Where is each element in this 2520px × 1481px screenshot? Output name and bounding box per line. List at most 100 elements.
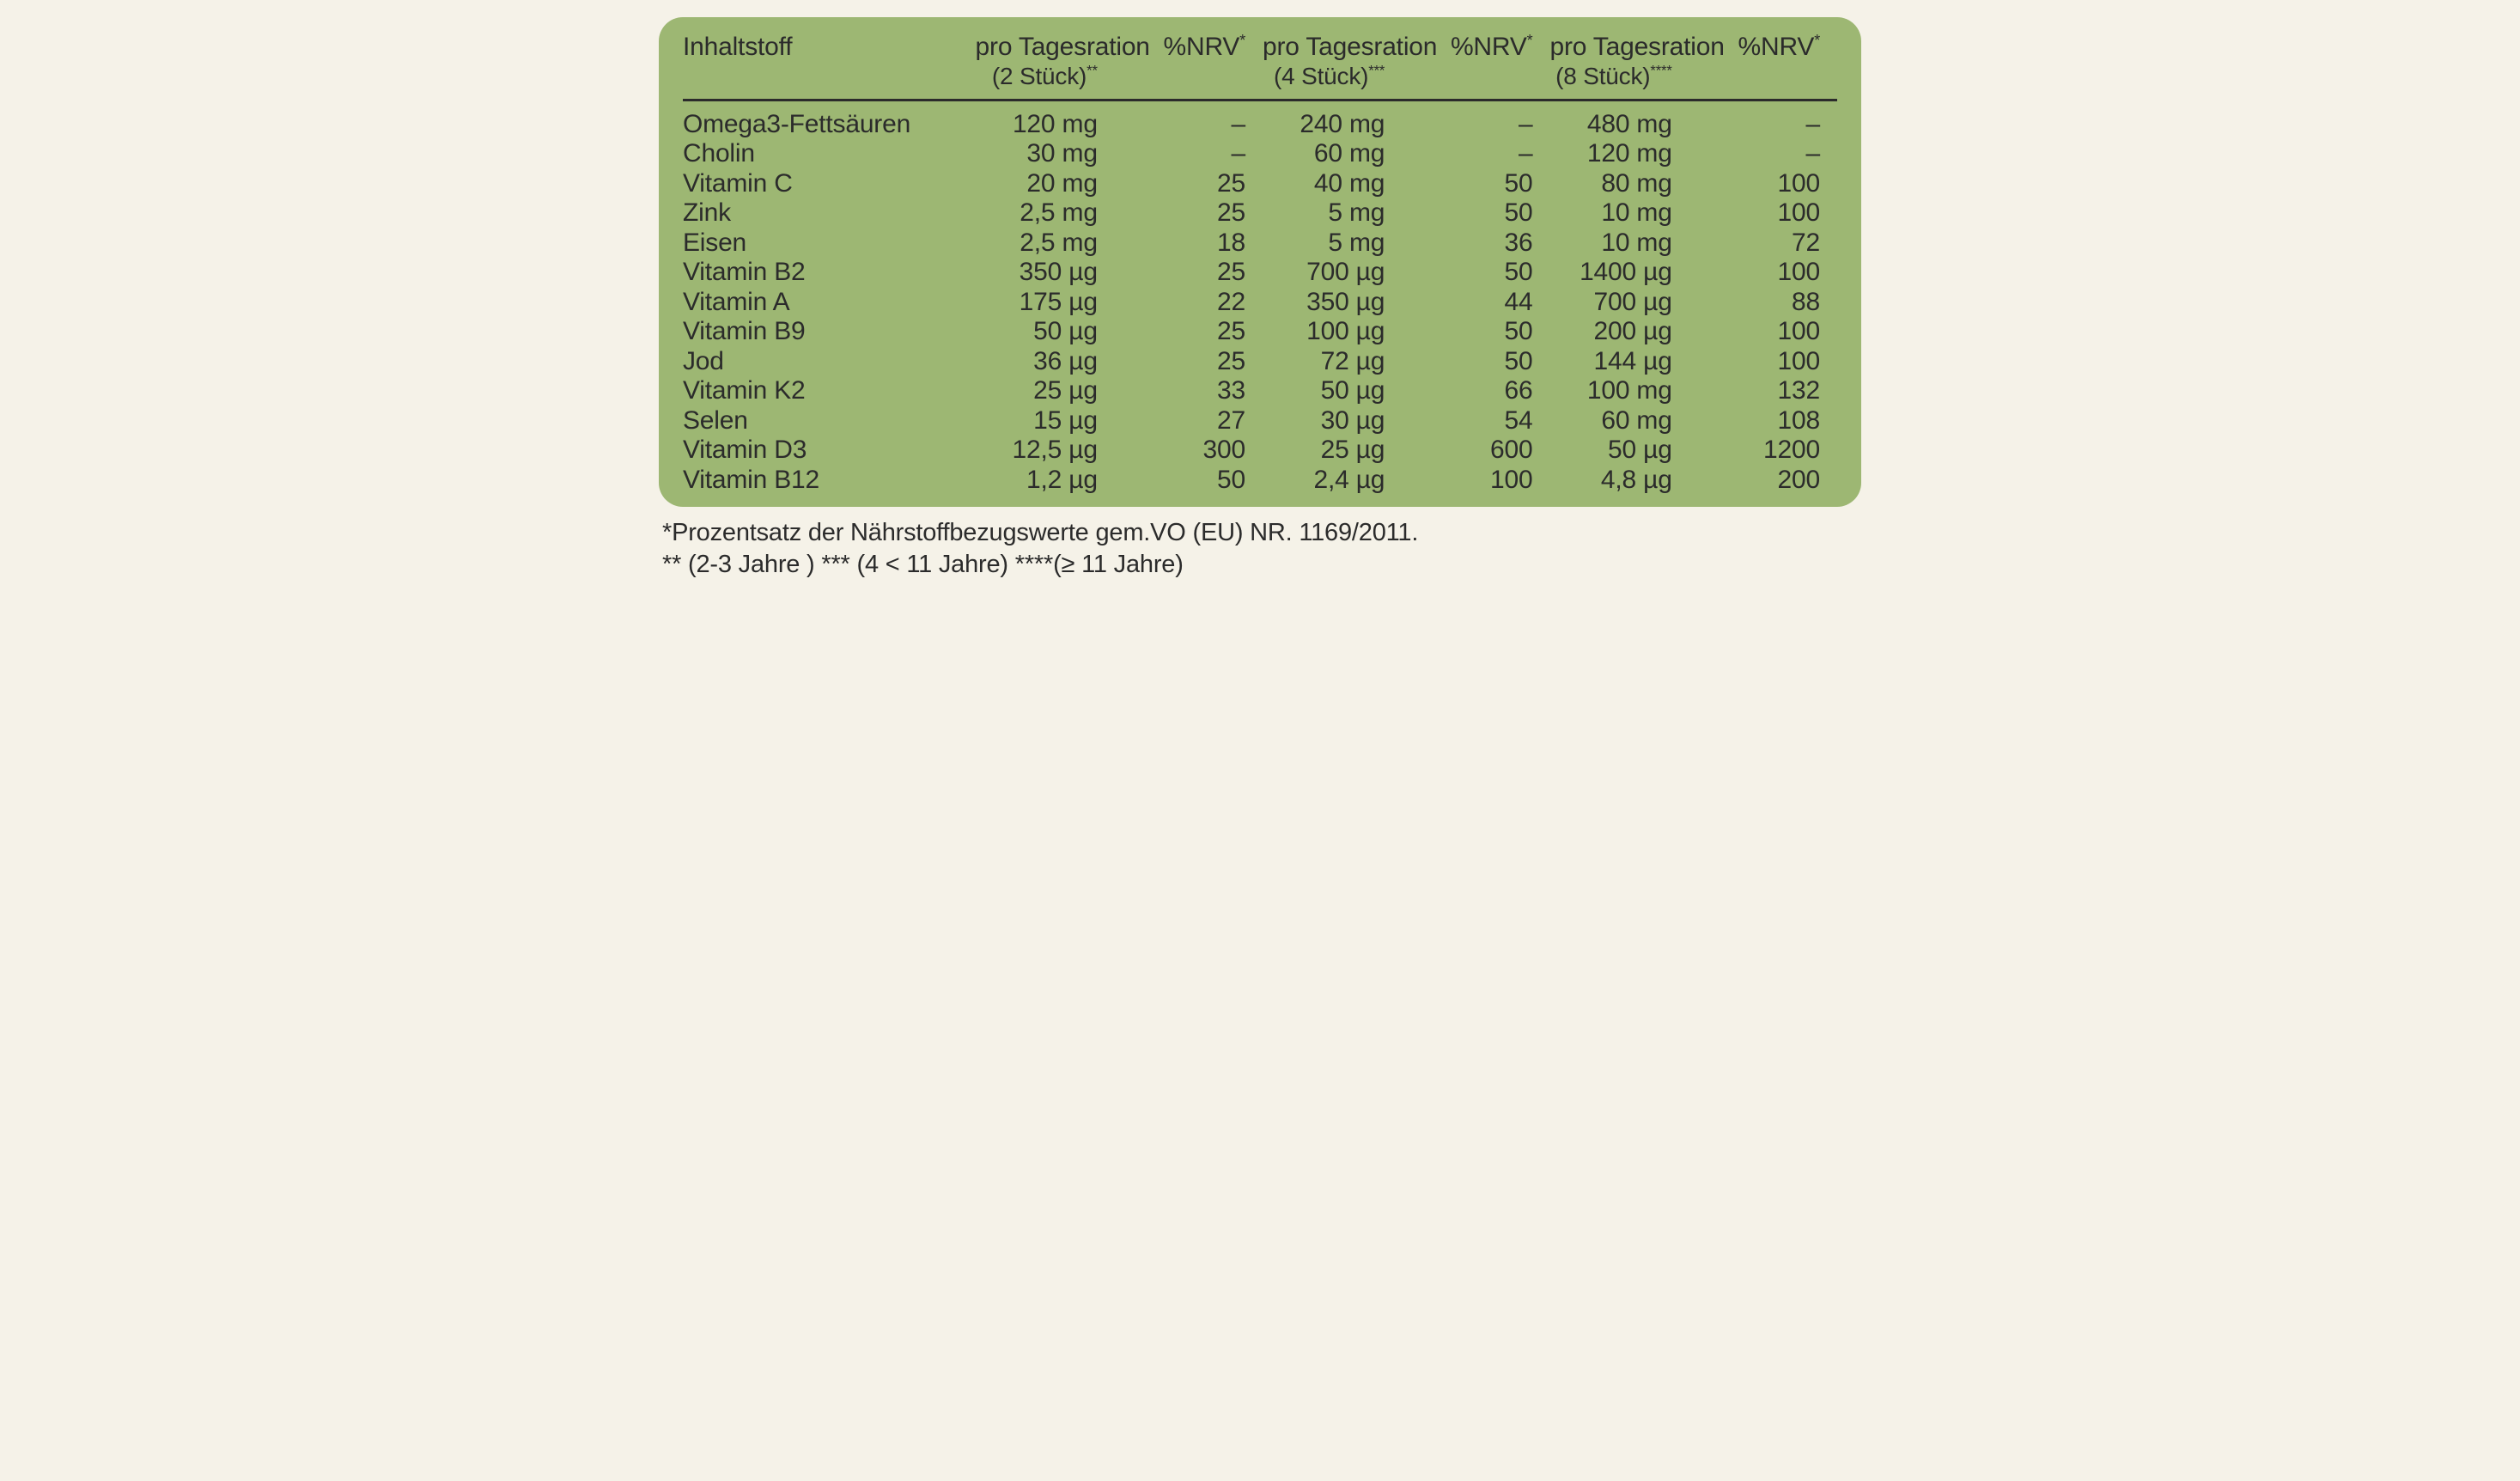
name: Omega3-Fettsäuren [683,100,976,139]
cell-amount: 2,5 mg [976,229,1122,259]
name: Vitamin B2 [683,258,976,288]
col-header-amount-1: pro Tagesration (2 Stück)** [976,33,1122,100]
nrv-label: %NRV [1738,33,1815,61]
cell-amount: 1,2 µg [976,466,1122,496]
cell-amount: 50 µg [1263,376,1409,406]
cell-nrv: 50 [1409,169,1549,199]
cell-nrv: – [1409,100,1549,139]
nrv-label: %NRV [1164,33,1240,61]
cell-nrv: 25 [1122,198,1263,229]
cell-nrv: 50 [1409,258,1549,288]
table-row: Vitamin C20 mg2540 mg5080 mg100 [683,169,1837,199]
cell-nrv: – [1409,139,1549,169]
cell-amount: 2,4 µg [1263,466,1409,496]
cell-amount: 100 µg [1263,317,1409,347]
table-row: Vitamin B2350 µg25700 µg501400 µg100 [683,258,1837,288]
table-row: Jod36 µg2572 µg50144 µg100 [683,347,1837,377]
cell-amount: 30 µg [1263,406,1409,436]
nrv-sup: * [1527,32,1533,49]
table-row: Vitamin D312,5 µg30025 µg60050 µg1200 [683,436,1837,466]
nrv-sup: * [1814,32,1820,49]
cell-nrv: 600 [1409,436,1549,466]
cell-nrv: 50 [1122,466,1263,496]
cell-amount: 4,8 µg [1549,466,1695,496]
cell-nrv: 72 [1696,229,1837,259]
cell-nrv: 200 [1696,466,1837,496]
name: Eisen [683,229,976,259]
cell-amount: 175 µg [976,288,1122,318]
cell-nrv: 50 [1409,347,1549,377]
cell-amount: 50 µg [976,317,1122,347]
cell-amount: 5 mg [1263,198,1409,229]
cell-amount: 350 µg [976,258,1122,288]
name: Cholin [683,139,976,169]
cell-nrv: 54 [1409,406,1549,436]
table-row: Omega3-Fettsäuren120 mg–240 mg–480 mg– [683,100,1837,139]
cell-nrv: 50 [1409,317,1549,347]
cell-amount: 36 µg [976,347,1122,377]
cell-nrv: 25 [1122,258,1263,288]
cell-nrv: 88 [1696,288,1837,318]
name: Vitamin B12 [683,466,976,496]
name: Vitamin C [683,169,976,199]
header-ingredient-label: Inhaltstoff [683,33,792,61]
cell-nrv: 132 [1696,376,1837,406]
cell-nrv: – [1696,139,1837,169]
cell-nrv: – [1122,139,1263,169]
footnote-line-1: *Prozentsatz der Nährstoffbezugswerte ge… [662,517,1861,549]
amount-label: pro Tagesration [1263,33,1437,61]
cell-amount: 200 µg [1549,317,1695,347]
col-header-amount-3: pro Tagesration (8 Stück)**** [1549,33,1695,100]
cell-nrv: – [1122,100,1263,139]
cell-nrv: 22 [1122,288,1263,318]
cell-amount: 60 mg [1263,139,1409,169]
cell-nrv: 33 [1122,376,1263,406]
name: Vitamin K2 [683,376,976,406]
cell-amount: 5 mg [1263,229,1409,259]
cell-amount: 15 µg [976,406,1122,436]
table-row: Selen15 µg2730 µg5460 mg108 [683,406,1837,436]
cell-nrv: 100 [1696,347,1837,377]
cell-nrv: 300 [1122,436,1263,466]
name: Jod [683,347,976,377]
table-row: Vitamin B121,2 µg502,4 µg1004,8 µg200 [683,466,1837,496]
cell-nrv: 100 [1696,258,1837,288]
cell-amount: 60 mg [1549,406,1695,436]
cell-amount: 10 mg [1549,198,1695,229]
cell-nrv: 36 [1409,229,1549,259]
cell-nrv: 66 [1409,376,1549,406]
portion-sup-3: **** [1650,62,1671,78]
cell-nrv: 18 [1122,229,1263,259]
cell-amount: 40 mg [1263,169,1409,199]
table-row: Eisen2,5 mg185 mg3610 mg72 [683,229,1837,259]
cell-amount: 700 µg [1263,258,1409,288]
cell-amount: 20 mg [976,169,1122,199]
amount-label: pro Tagesration [1549,33,1724,61]
table-row: Vitamin A175 µg22350 µg44700 µg88 [683,288,1837,318]
cell-nrv: 25 [1122,317,1263,347]
table-row: Vitamin B950 µg25100 µg50200 µg100 [683,317,1837,347]
portion-sub-3: (8 Stück) [1555,63,1650,89]
cell-amount: 350 µg [1263,288,1409,318]
name: Vitamin D3 [683,436,976,466]
cell-amount: 1400 µg [1549,258,1695,288]
cell-amount: 120 mg [1549,139,1695,169]
cell-amount: 2,5 mg [976,198,1122,229]
nrv-label: %NRV [1451,33,1527,61]
amount-label: pro Tagesration [976,33,1150,61]
cell-amount: 25 µg [976,376,1122,406]
cell-nrv: 25 [1122,169,1263,199]
name: Vitamin B9 [683,317,976,347]
table-body: Omega3-Fettsäuren120 mg–240 mg–480 mg–Ch… [683,100,1837,495]
col-header-ingredient: Inhaltstoff [683,33,976,100]
cell-amount: 80 mg [1549,169,1695,199]
portion-sup-2: *** [1368,62,1385,78]
cell-nrv: 100 [1696,198,1837,229]
cell-amount: 30 mg [976,139,1122,169]
cell-amount: 240 mg [1263,100,1409,139]
cell-nrv: 100 [1696,169,1837,199]
table-row: Cholin30 mg–60 mg–120 mg– [683,139,1837,169]
nrv-sup: * [1239,32,1245,49]
name: Vitamin A [683,288,976,318]
cell-nrv: 100 [1409,466,1549,496]
